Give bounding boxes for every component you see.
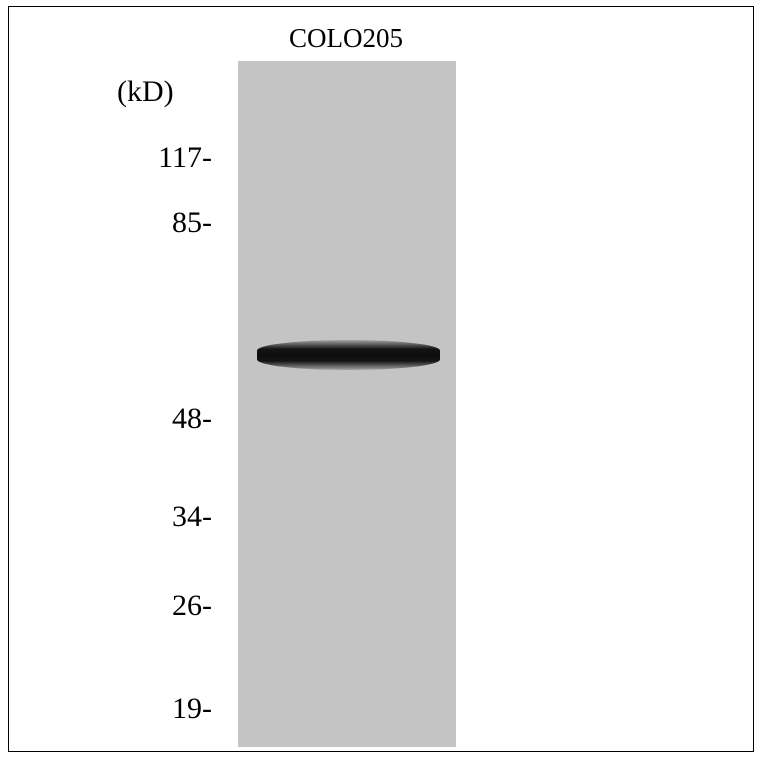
mw-marker-117: 117- — [127, 141, 212, 175]
mw-marker-85: 85- — [127, 206, 212, 240]
mw-marker-26: 26- — [127, 589, 212, 623]
unit-label: (kD) — [117, 75, 174, 109]
lane-label: COLO205 — [289, 23, 403, 54]
mw-marker-34: 34- — [127, 500, 212, 534]
mw-marker-19: 19- — [127, 692, 212, 726]
blot-frame: COLO205 (kD) 117- 85- 48- 34- 26- 19- — [8, 6, 754, 752]
blot-lane — [238, 61, 456, 747]
mw-marker-48: 48- — [127, 402, 212, 436]
protein-band — [257, 340, 440, 370]
